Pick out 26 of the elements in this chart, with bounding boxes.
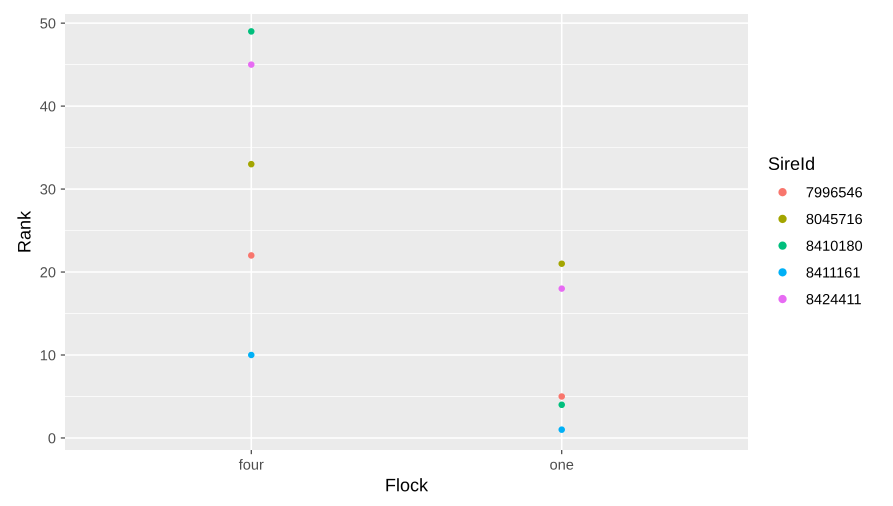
y-tick-label: 30 — [40, 184, 56, 194]
point — [558, 260, 565, 267]
point — [558, 393, 565, 400]
x-tick-label: four — [238, 459, 264, 470]
legend-title: SireId — [768, 156, 814, 170]
y-tick-label: 50 — [40, 18, 56, 29]
point — [558, 402, 565, 408]
legend-label: 8045716 — [806, 214, 862, 224]
y-tick-label: 0 — [48, 433, 56, 444]
y-tick-label: 20 — [40, 267, 56, 278]
point — [248, 28, 255, 35]
point — [558, 285, 565, 292]
legend-label: 8411161 — [806, 267, 860, 278]
legend-label: 7996546 — [806, 187, 862, 198]
point — [558, 426, 565, 433]
point — [248, 252, 255, 259]
y-tick-label: 40 — [40, 101, 56, 112]
point — [248, 61, 255, 68]
point — [248, 352, 255, 358]
legend-label: 8410180 — [806, 240, 862, 251]
legend-label: 8424411 — [806, 294, 861, 304]
point — [248, 160, 255, 168]
x-axis-title: Flock — [386, 478, 428, 492]
y-axis-title: Rank — [17, 210, 31, 252]
x-tick-label: one — [550, 462, 574, 470]
y-tick-label: 10 — [40, 350, 56, 360]
